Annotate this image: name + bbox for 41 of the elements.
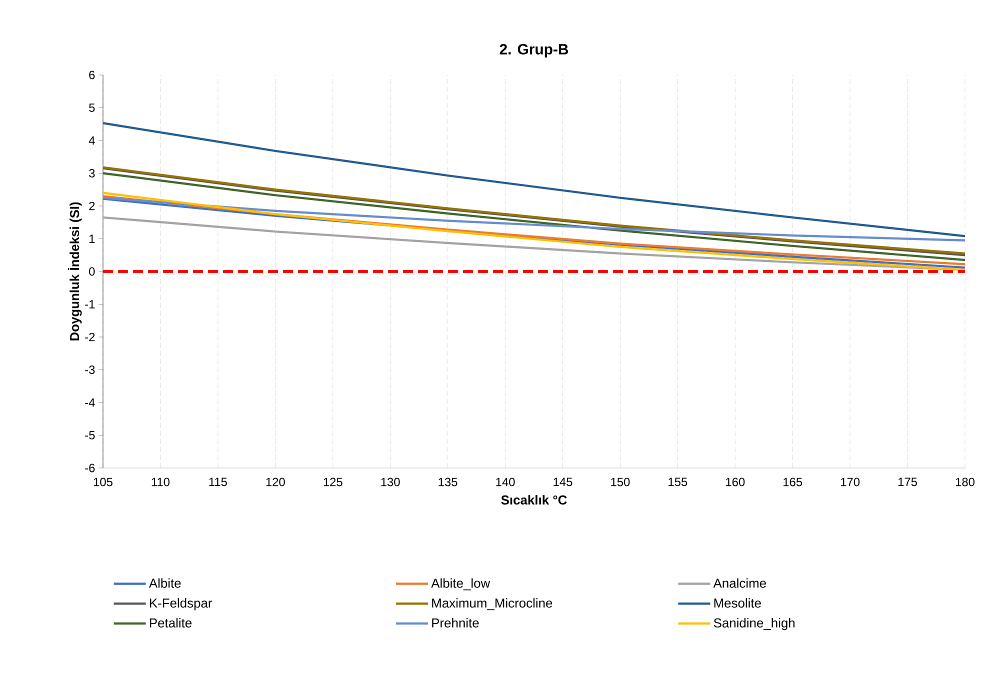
y-tick-label: -2 [85, 332, 95, 342]
x-tick-label: 180 [956, 478, 975, 486]
x-tick-label: 125 [324, 478, 342, 486]
x-tick-label: 110 [152, 478, 170, 486]
legend-label: Albite [148, 578, 181, 588]
x-tick-label: 130 [381, 478, 400, 486]
legend-label: K-Feldspar [150, 598, 212, 610]
y-tick-label: 0 [89, 267, 95, 276]
x-tick-label: 175 [898, 478, 918, 486]
y-tick-label: -6 [85, 464, 95, 472]
y-axis-title: Doygunluk İndeksi (SI) [68, 202, 82, 340]
y-tick-label: -5 [85, 431, 95, 440]
x-tick-label: 145 [554, 478, 572, 486]
x-tick-label: 150 [611, 478, 630, 486]
legend-label: Maximum_Microcline [432, 598, 552, 610]
y-tick-label: 1 [89, 234, 95, 243]
x-tick-label: 115 [209, 478, 227, 486]
x-tick-label: 165 [784, 478, 802, 486]
legend-label: Analcime [713, 578, 766, 588]
x-tick-label: 155 [668, 478, 688, 486]
legend-label: Albite_low [431, 578, 490, 590]
y-tick-label: 3 [89, 169, 95, 178]
y-tick-label: -3 [85, 366, 95, 374]
x-axis-title: Sıcaklık °C [501, 495, 567, 505]
legend-label: Mesolite [714, 598, 761, 608]
chart-title: 2. Grup-B [500, 44, 568, 58]
x-tick-label: 120 [266, 478, 285, 486]
y-tick-label: 5 [89, 104, 95, 112]
y-tick-label: -4 [85, 398, 95, 407]
legend-label: Prehnite [432, 618, 479, 628]
legend-label: Sanidine_high [714, 618, 795, 630]
legend-label: Petalite [150, 618, 192, 628]
x-tick-label: 140 [496, 478, 515, 486]
x-tick-label: 105 [94, 478, 112, 486]
x-tick-label: 135 [438, 478, 458, 486]
y-tick-label: 4 [88, 136, 95, 145]
y-tick-label: 2 [89, 202, 95, 210]
y-tick-label: 6 [89, 70, 95, 80]
x-tick-label: 170 [841, 478, 860, 486]
x-tick-label: 160 [726, 478, 745, 486]
y-tick-label: -1 [85, 300, 95, 308]
